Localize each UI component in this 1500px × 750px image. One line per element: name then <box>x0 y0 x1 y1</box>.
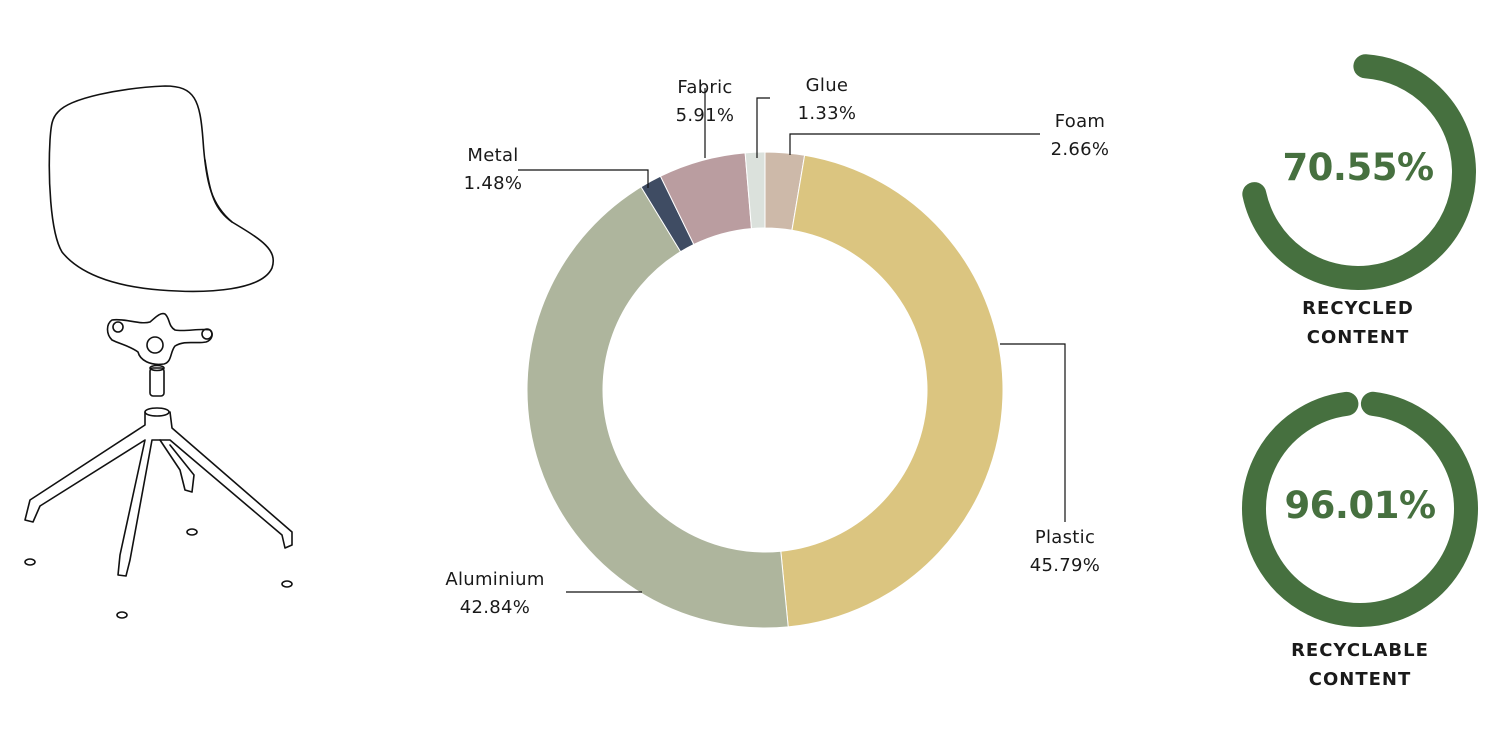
recycled-caption-line2: CONTENT <box>1306 327 1410 348</box>
office-chair-exploded-icon <box>24 85 293 619</box>
slice-name-fabric: Fabric <box>677 77 733 98</box>
leader-foam <box>789 133 1040 155</box>
recyclable-content-value: 96.01% <box>1284 484 1436 527</box>
slice-value-aluminium: 42.84% <box>459 597 531 618</box>
slice-label-fabric: Fabric 5.91% <box>650 74 760 130</box>
slice-label-aluminium: Aluminium 42.84% <box>425 566 565 622</box>
slice-label-metal: Metal 1.48% <box>438 142 548 198</box>
donut-slice-plastic <box>780 154 1004 628</box>
recyclable-content-caption: RECYCLABLE CONTENT <box>1240 636 1480 694</box>
slice-value-fabric: 5.91% <box>675 105 735 126</box>
recycled-content-value: 70.55% <box>1282 146 1434 189</box>
recyclable-content-gauge <box>1242 391 1478 627</box>
recycled-content-gauge <box>1242 54 1476 290</box>
slice-value-plastic: 45.79% <box>1029 555 1101 576</box>
slice-label-plastic: Plastic 45.79% <box>1010 524 1120 580</box>
chair-mechanism <box>106 312 213 366</box>
slice-value-foam: 2.66% <box>1050 139 1110 160</box>
recyclable-caption-line1: RECYCLABLE <box>1291 640 1429 661</box>
leader-glue <box>756 97 770 158</box>
slice-label-foam: Foam 2.66% <box>1025 108 1135 164</box>
slice-name-aluminium: Aluminium <box>445 569 545 590</box>
slice-name-foam: Foam <box>1054 111 1106 132</box>
slice-label-glue: Glue 1.33% <box>772 72 882 128</box>
slice-value-glue: 1.33% <box>797 103 857 124</box>
donut-slice-aluminium <box>526 186 789 629</box>
chair-seat-shell <box>48 85 274 293</box>
gauge2-arc <box>1242 391 1478 627</box>
leader-plastic <box>1000 343 1066 522</box>
chair-gas-cylinder <box>149 367 165 397</box>
slice-value-metal: 1.48% <box>463 173 523 194</box>
recycled-caption-line1: RECYCLED <box>1302 298 1414 319</box>
slice-name-plastic: Plastic <box>1034 527 1096 548</box>
donut-slice-glue <box>744 151 766 230</box>
slice-name-metal: Metal <box>467 145 519 166</box>
recyclable-caption-line2: CONTENT <box>1308 669 1412 690</box>
recycled-content-caption: RECYCLED CONTENT <box>1238 294 1478 352</box>
chair-base <box>24 411 293 577</box>
leader-metal <box>518 169 649 188</box>
gauge1-arc <box>1242 54 1476 290</box>
slice-name-glue: Glue <box>805 75 849 96</box>
